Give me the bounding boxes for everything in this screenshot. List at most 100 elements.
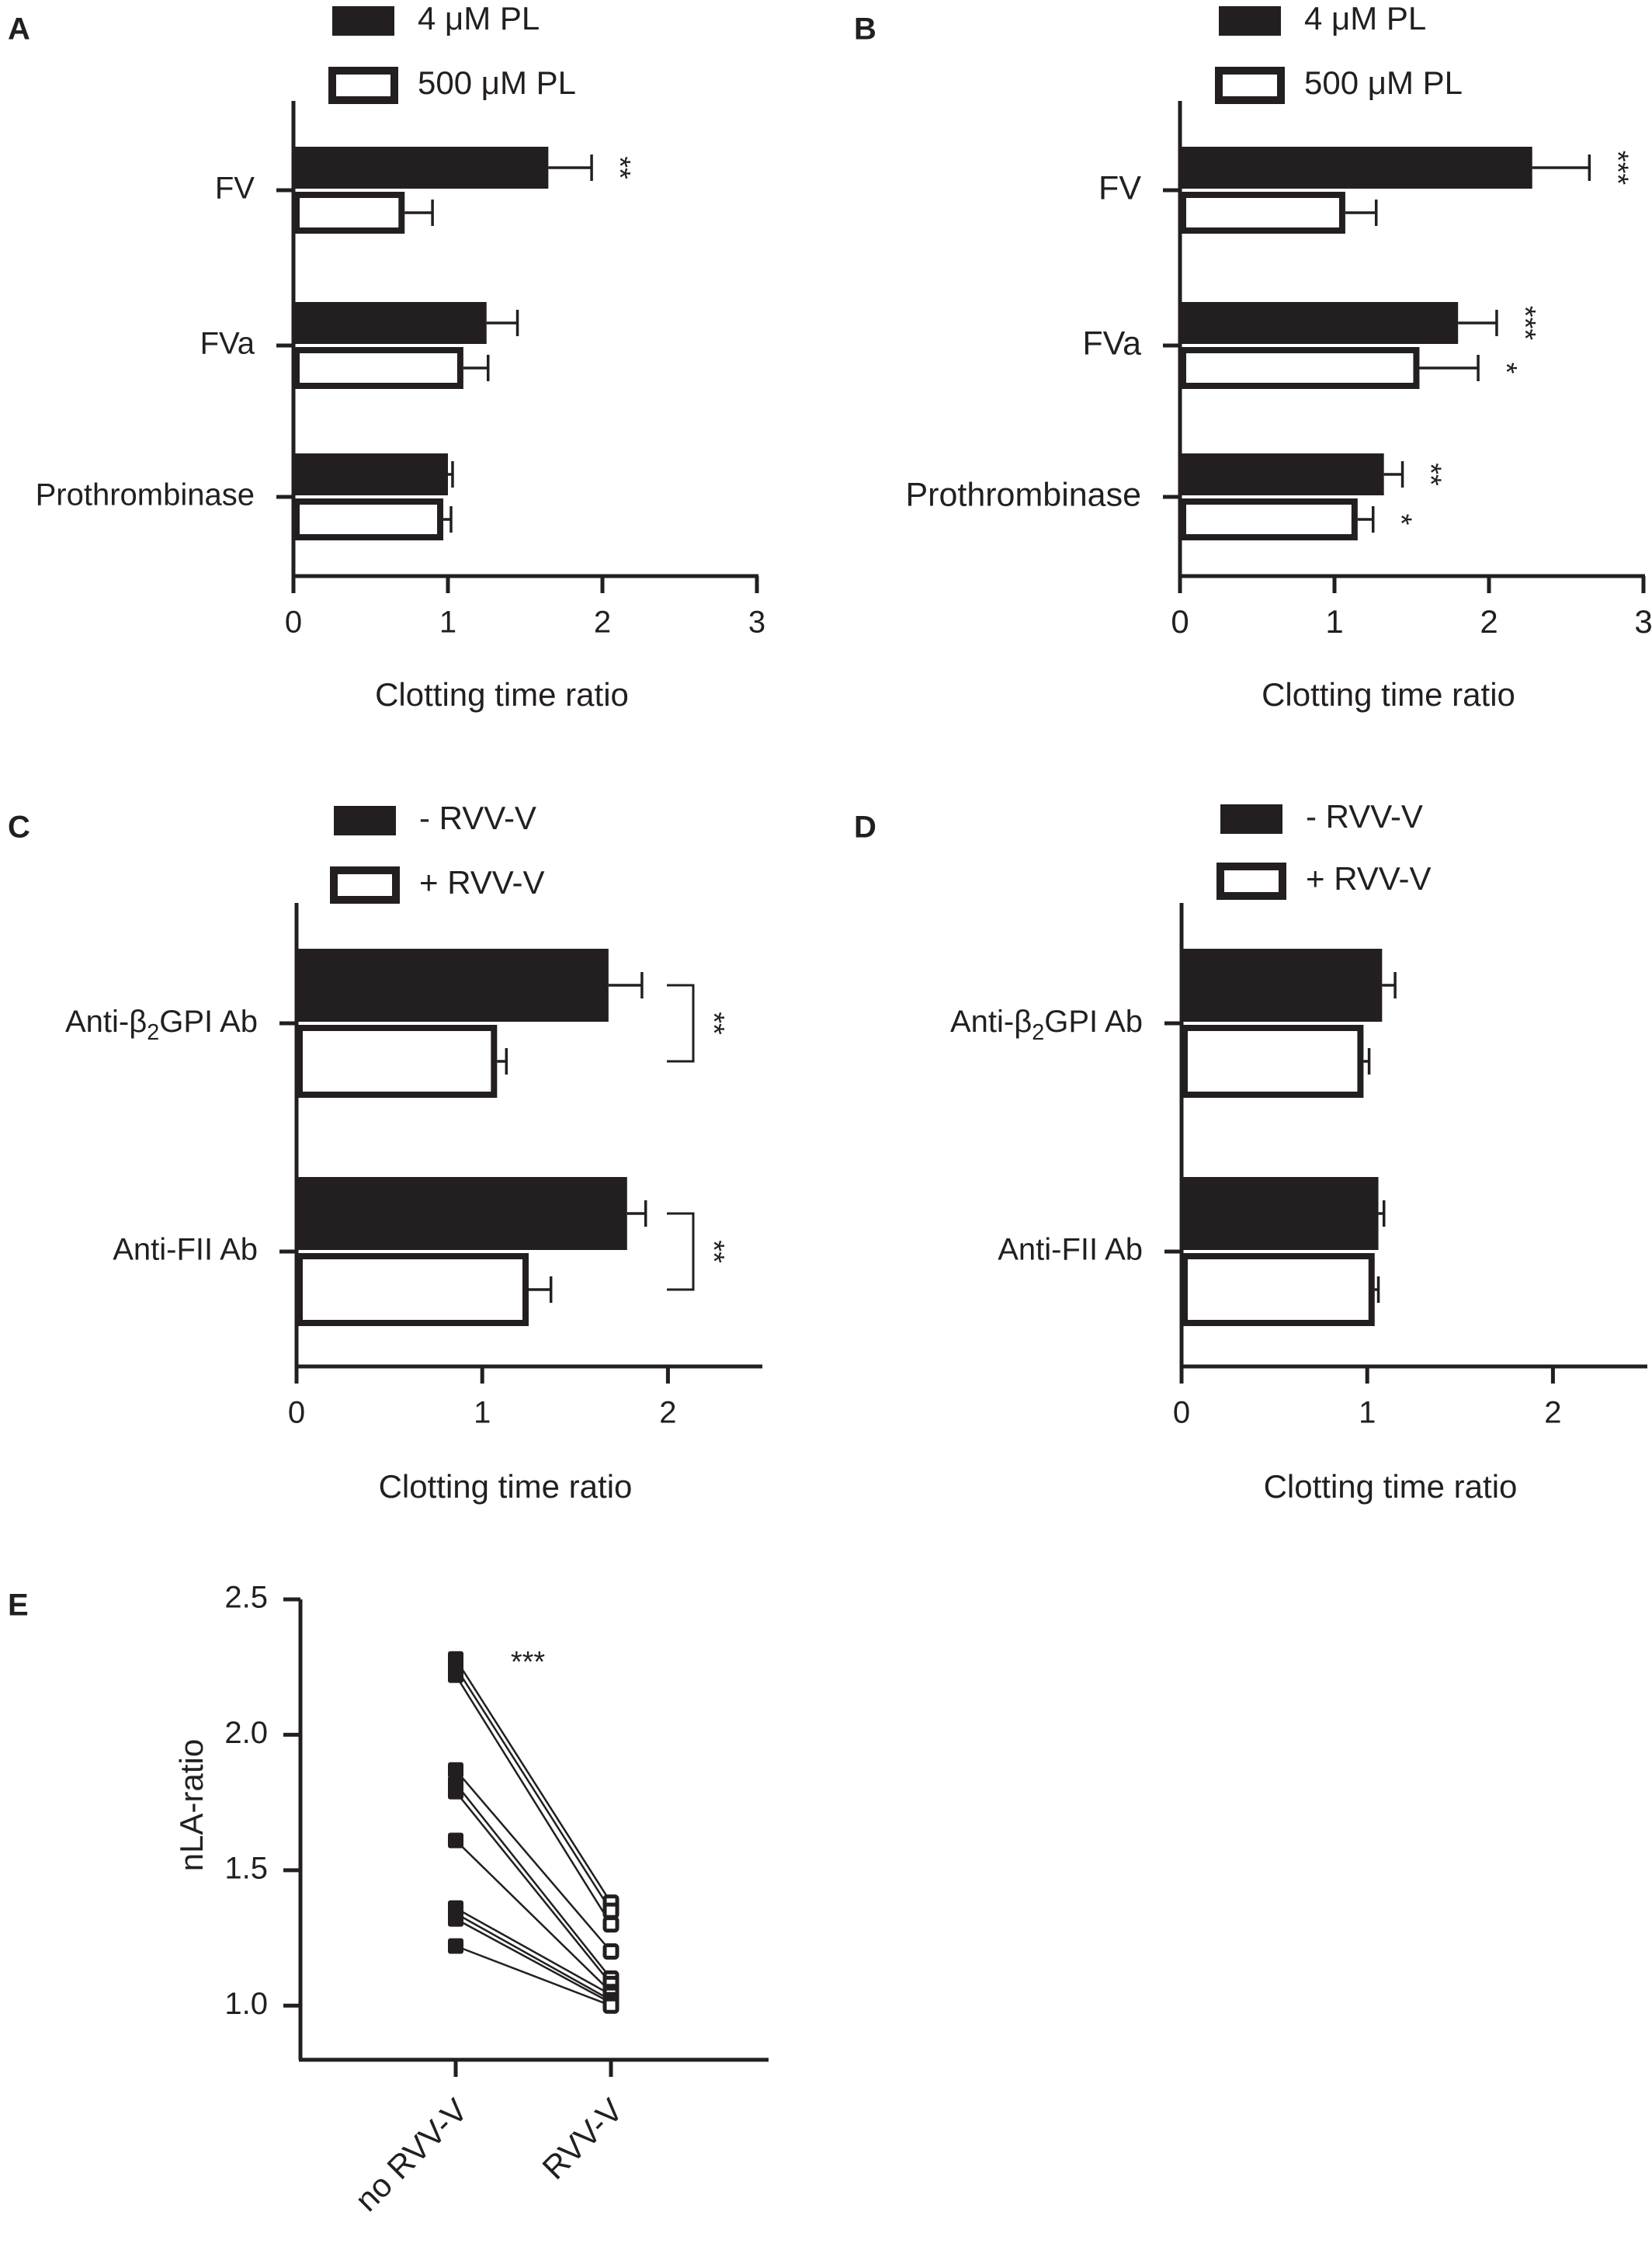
category-label-anti-fii-ab: Anti-FII Ab [113, 1233, 258, 1267]
pair-line [455, 1790, 612, 1985]
bar-500-m-pl-fva [293, 347, 463, 389]
significance-label: ** [603, 156, 636, 179]
x-tick-label: 2 [659, 1396, 676, 1430]
panel-d: D - RVV-V + RVV-V 0 1 2 Clotting time ratio Ant… [854, 798, 1647, 1505]
category-label-prothrombinase: Prothrombinase [905, 476, 1141, 513]
y-tick-label: 1.0 [224, 1987, 268, 2021]
legend-label-500-m-pl: 500 μM PL [1304, 64, 1463, 101]
category-label-fv: FV [215, 172, 255, 206]
x-tick-label: 1 [1325, 603, 1343, 640]
pair-line [455, 1839, 612, 1993]
panel-label: D [854, 811, 876, 845]
x-axis-label: Clotting time ratio [1262, 676, 1515, 713]
bar-rvv-v-anti-2gpi-ab [297, 1025, 498, 1098]
legend-label-4-m-pl: 4 μM PL [418, 0, 540, 36]
significance-label: * [1385, 514, 1418, 526]
bar-4-m-pl-fv [293, 147, 549, 189]
point-no-rvv-v [448, 1832, 463, 1849]
bar-rvv-v-anti-2gpi-ab [1182, 1025, 1364, 1098]
category-label-fva: FVa [1082, 325, 1141, 362]
point-no-rvv-v [448, 1938, 463, 1954]
x-tick-label: 2 [1480, 603, 1498, 640]
bar-rvv-v-anti-fii-ab [297, 1253, 529, 1326]
legend-swatch-open [330, 866, 400, 904]
x-tick-label: 2 [1544, 1396, 1561, 1430]
x-axis-label: Clotting time ratio [1264, 1468, 1518, 1505]
significance-label: *** [1601, 151, 1633, 186]
point-rvv-v [602, 1997, 620, 2014]
legend-swatch-filled [334, 806, 396, 835]
bar-rvv-v-anti-fii-ab [1182, 1177, 1379, 1250]
bar-rvv-v-anti-2gpi-ab [1182, 949, 1383, 1022]
x-tick-label: 0 [285, 606, 302, 640]
pair-line [454, 1666, 613, 1911]
point-no-rvv-v [448, 1667, 463, 1683]
x-axis-label: Clotting time ratio [375, 676, 629, 713]
bar-500-m-pl-fv [293, 192, 405, 234]
significance-label: *** [511, 1646, 546, 1679]
bar-4-m-pl-fv [1180, 147, 1532, 189]
x-tick-label: 3 [1634, 603, 1652, 640]
pair-line [455, 1907, 612, 1996]
legend-label-rvv-v: - RVV-V [419, 800, 536, 836]
bar-4-m-pl-fva [1180, 302, 1459, 344]
point-no-rvv-v [448, 1783, 463, 1800]
category-label-anti-fii-ab: Anti-FII Ab [998, 1233, 1143, 1267]
bar-500-m-pl-fv [1180, 192, 1345, 234]
category-label-prothrombinase: Prothrombinase [36, 478, 255, 512]
y-tick-label: 1.5 [224, 1851, 268, 1885]
panel-label: E [8, 1589, 29, 1623]
pair-line [455, 1769, 612, 1953]
pair-line [455, 1783, 612, 1980]
significance-label: ** [1414, 463, 1447, 486]
point-rvv-v [602, 1902, 620, 1919]
point-rvv-v [602, 1916, 620, 1933]
legend-label-rvv-v: + RVV-V [419, 864, 544, 901]
legend-label-4-m-pl: 4 μM PL [1304, 0, 1426, 36]
panel-a: A 4 μM PL 500 μM PL 0 1 2 3 Clotting time ratio… [8, 0, 765, 713]
bar-500-m-pl-fva [1180, 347, 1420, 389]
significance-label: *** [1508, 306, 1541, 341]
x-tick-label: 1 [439, 606, 456, 640]
x-tick-label: 1 [474, 1396, 491, 1430]
y-tick-label: 2.0 [224, 1716, 268, 1750]
category-label-fva: FVa [200, 327, 255, 361]
panel-b: B 4 μM PL 500 μM PL 0 1 2 3 Clotting time ratio… [854, 0, 1652, 713]
pair-line [455, 1918, 612, 2004]
significance-label: * [1490, 363, 1522, 374]
x-tick-label: 3 [748, 606, 765, 640]
panel-label: A [8, 12, 30, 47]
panel-c: C - RVV-V + RVV-V 0 1 2 Clotting time ratio Ant… [8, 800, 762, 1505]
significance-label: ** [697, 1240, 730, 1263]
y-axis-label: nLA-ratio [173, 1739, 210, 1871]
panel-label: C [8, 811, 30, 845]
x-tick-label: 0 [1173, 1396, 1190, 1430]
x-axis-label: Clotting time ratio [379, 1468, 633, 1505]
pair-line [455, 1912, 612, 2002]
legend-swatch-open [328, 67, 398, 104]
point-rvv-v [602, 1943, 620, 1960]
bar-4-m-pl-prothrombinase [293, 453, 448, 495]
significance-bracket [667, 984, 695, 1063]
pair-line [455, 1945, 612, 2007]
x-tick-label-rvv-v: RVV-V [535, 2092, 630, 2186]
bar-500-m-pl-prothrombinase [293, 498, 444, 540]
bar-rvv-v-anti-2gpi-ab [297, 949, 609, 1022]
x-tick-label: 0 [1171, 603, 1189, 640]
legend-label-rvv-v: - RVV-V [1306, 798, 1423, 835]
bar-rvv-v-anti-fii-ab [297, 1177, 627, 1250]
x-tick-label: 2 [594, 606, 611, 640]
legend-swatch-open [1215, 67, 1285, 104]
significance-bracket [667, 1212, 695, 1291]
point-no-rvv-v [448, 1762, 463, 1778]
category-label-fv: FV [1098, 169, 1141, 207]
legend-swatch-filled [332, 6, 394, 36]
panel-label: B [854, 12, 876, 47]
legend-swatch-filled [1220, 804, 1282, 834]
bar-500-m-pl-prothrombinase [1180, 498, 1358, 540]
pair-line [454, 1658, 613, 1904]
x-tick-label-no-rvv-v: no RVV-V [348, 2092, 474, 2218]
x-tick-label: 1 [1359, 1396, 1376, 1430]
bar-4-m-pl-fva [293, 302, 487, 344]
